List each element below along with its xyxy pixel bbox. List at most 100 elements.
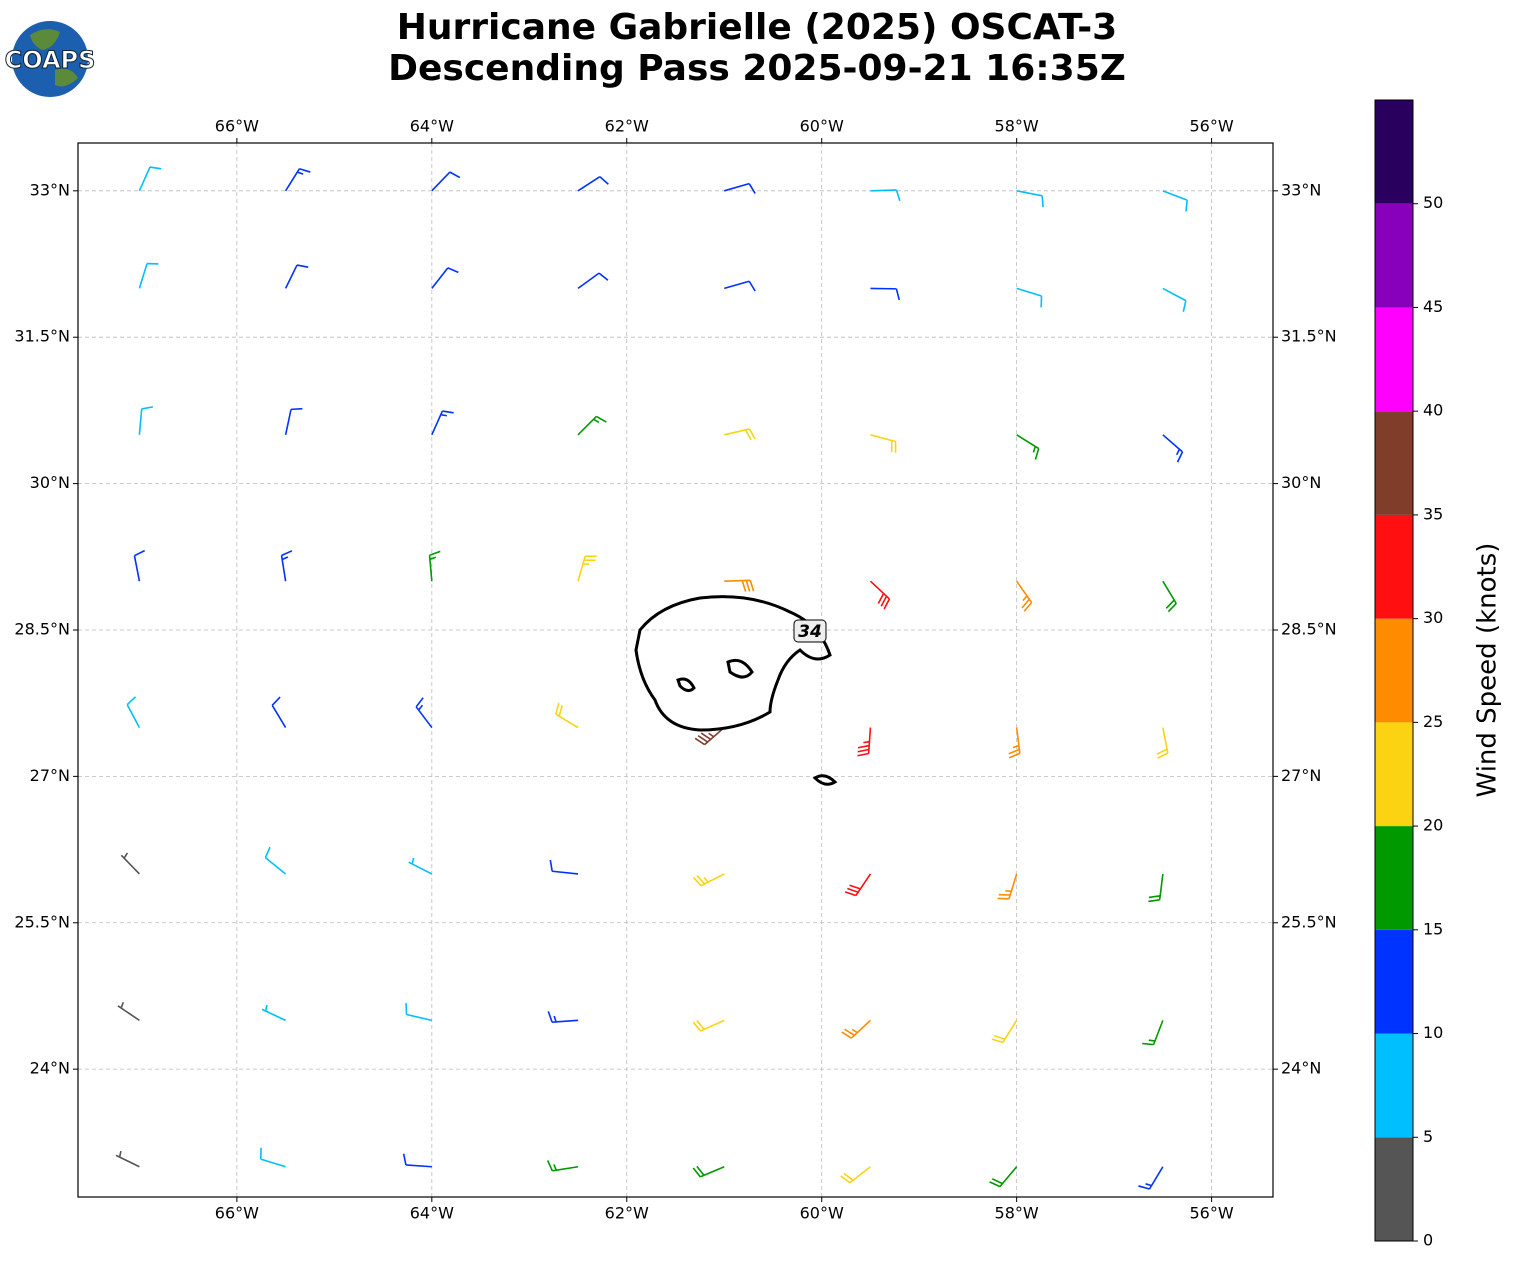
colorbar-segment xyxy=(1375,722,1413,827)
barb xyxy=(1162,434,1184,463)
contour-line xyxy=(634,595,832,732)
contour-34: 34 xyxy=(634,595,838,786)
colorbar-tick-label: 50 xyxy=(1423,193,1443,212)
colorbar-tick-label: 45 xyxy=(1423,297,1443,316)
barb xyxy=(577,272,609,290)
barb xyxy=(431,267,459,289)
barb xyxy=(997,873,1018,900)
barb xyxy=(844,873,872,897)
barb xyxy=(554,702,579,729)
y-tick-label: 25.5°N xyxy=(1281,912,1337,931)
barb xyxy=(415,697,433,729)
barb xyxy=(271,696,287,728)
barb xyxy=(1016,434,1040,460)
barb xyxy=(428,550,441,582)
colorbar-tick-label: 15 xyxy=(1423,919,1443,938)
y-tick-label: 25.5°N xyxy=(14,912,70,931)
x-tick-label: 60°W xyxy=(800,1204,844,1223)
title-line: Hurricane Gabrielle (2025) OSCAT-3 xyxy=(397,7,1117,48)
barb xyxy=(577,175,609,192)
barb xyxy=(120,852,140,875)
barb xyxy=(1142,1020,1164,1046)
barb xyxy=(1138,1166,1164,1190)
colorbar-segment xyxy=(1375,618,1413,723)
barb xyxy=(724,280,756,292)
colorbar-segment xyxy=(1375,929,1413,1034)
colorbar-tick-label: 40 xyxy=(1423,401,1443,420)
y-tick-label: 27°N xyxy=(30,766,70,785)
colorbar-segment xyxy=(1375,203,1413,308)
barb xyxy=(1148,873,1164,903)
barb xyxy=(126,696,141,728)
barb xyxy=(692,1165,725,1178)
colorbar-tick-label: 5 xyxy=(1423,1127,1433,1146)
barb xyxy=(870,189,901,202)
colorbar-segment xyxy=(1375,514,1413,619)
x-tick-label: 64°W xyxy=(410,117,454,136)
barb xyxy=(138,166,162,192)
barb xyxy=(1008,727,1021,759)
barb xyxy=(1156,727,1169,759)
barb xyxy=(546,1160,579,1172)
map-frame xyxy=(77,142,1274,1198)
barb xyxy=(264,846,287,875)
barb xyxy=(138,262,159,289)
x-tick-label: 56°W xyxy=(1189,1204,1233,1223)
barb xyxy=(549,859,579,875)
barb xyxy=(577,415,607,436)
barb xyxy=(1016,190,1044,208)
barb xyxy=(692,873,725,887)
colorbar-frame xyxy=(1374,99,1414,1242)
barb xyxy=(857,727,872,757)
x-tick-label: 58°W xyxy=(995,117,1039,136)
colorbar-tick-label: 30 xyxy=(1423,608,1443,627)
colorbar-tick-label: 25 xyxy=(1423,712,1443,731)
y-tick-label: 30°N xyxy=(1281,473,1321,492)
barb xyxy=(402,1153,432,1168)
barb xyxy=(989,1166,1018,1188)
y-tick-label: 24°N xyxy=(30,1059,70,1078)
y-tick-label: 33°N xyxy=(1281,180,1321,199)
colorbar-segment xyxy=(1375,1137,1413,1241)
barb xyxy=(870,287,901,301)
barb xyxy=(869,580,891,610)
title-line: Descending Pass 2025-09-21 16:35Z xyxy=(388,48,1126,89)
colorbar: 0 5 10 15 20 25 30 35 40 45 50 xyxy=(1374,99,1443,1250)
barb xyxy=(408,857,433,875)
logo: COAPS xyxy=(4,21,96,97)
barb xyxy=(724,428,756,441)
barb xyxy=(261,1004,286,1022)
colorbar-segment xyxy=(1375,1033,1413,1138)
barb xyxy=(117,1001,140,1022)
y-tick-label: 24°N xyxy=(1281,1059,1321,1078)
barb xyxy=(431,410,454,436)
x-tick-label: 58°W xyxy=(995,1204,1039,1223)
barb xyxy=(280,550,293,582)
barb xyxy=(840,1166,871,1184)
barb xyxy=(1015,580,1033,612)
barb xyxy=(405,1003,433,1022)
colorbar-tick-label: 35 xyxy=(1423,504,1443,523)
contour-line xyxy=(676,658,838,786)
x-tick-label: 60°W xyxy=(800,117,844,136)
barb xyxy=(431,171,461,192)
barb xyxy=(284,407,303,435)
barb xyxy=(870,434,897,453)
barb xyxy=(694,726,725,746)
colorbar-segment xyxy=(1375,100,1413,204)
barb xyxy=(991,1019,1018,1044)
barb xyxy=(724,182,756,194)
contour-label: 34 xyxy=(798,622,822,642)
colorbar-segment xyxy=(1375,826,1413,930)
colorbar-tick-label: 20 xyxy=(1423,816,1443,835)
barb xyxy=(133,549,146,582)
contour-label-box xyxy=(793,619,827,643)
logo-text: COAPS xyxy=(5,46,96,74)
logo-land xyxy=(30,29,78,87)
colorbar-segment xyxy=(1375,411,1413,515)
x-tick-label: 62°W xyxy=(605,1204,649,1223)
barb xyxy=(547,1011,579,1023)
barb xyxy=(841,1019,871,1039)
barb xyxy=(1162,190,1188,212)
